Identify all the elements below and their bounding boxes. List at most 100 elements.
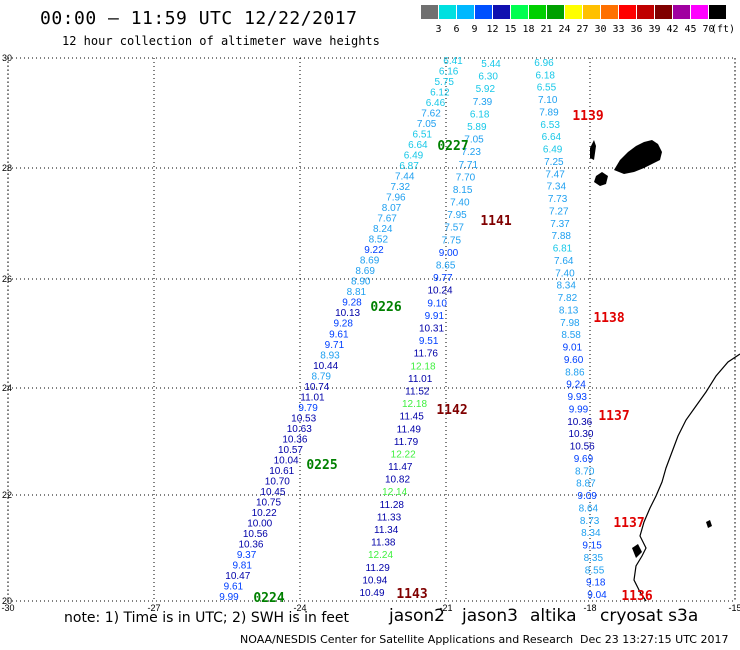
track-c-wave-height: 6.81 [553, 244, 573, 255]
track-a-wave-height: 10.75 [256, 497, 281, 508]
track-a-wave-height: 10.63 [287, 424, 312, 435]
track-a-wave-height: 6.41 [443, 56, 463, 67]
track-a-wave-height: 9.22 [364, 245, 384, 256]
track-c-wave-height: 7.88 [552, 231, 572, 242]
track-b-wave-height: 10.82 [385, 475, 410, 486]
scale-swatch [475, 5, 492, 19]
track-a-wave-height: 10.56 [243, 529, 268, 540]
track-b-wave-height: 10.49 [359, 588, 384, 599]
track-a-wave-height: 5.75 [434, 77, 454, 88]
scale-swatch [421, 5, 438, 19]
track-b-wave-height: 12.14 [382, 487, 407, 498]
track-a-wave-height: 7.44 [395, 172, 415, 183]
track-c-wave-height: 9.60 [564, 355, 584, 366]
scale-label: 39 [648, 24, 661, 35]
la-palma-island [590, 140, 596, 160]
track-c-wave-height: 8.64 [579, 503, 599, 514]
track-b-wave-height: 11.49 [397, 424, 422, 435]
track-a-wave-height: 10.00 [247, 518, 272, 529]
satellite-legend-cryosat-s3a: cryosat s3a [600, 606, 699, 626]
track-c-wave-height: 9.24 [566, 380, 586, 391]
pass-time-label: 1138 [593, 311, 624, 326]
track-c-wave-height: 6.96 [534, 58, 554, 69]
track-b-wave-height: 5.44 [481, 59, 501, 70]
credit-text: NOAA/NESDIS Center for Satellite Applica… [240, 633, 574, 646]
track-c-wave-height: 7.27 [549, 206, 569, 217]
track-a-wave-height: 8.90 [351, 277, 371, 288]
track-a-wave-height: 10.61 [269, 466, 294, 477]
track-b-wave-height: 9.91 [425, 311, 445, 322]
track-b-wave-height: 7.70 [456, 172, 476, 183]
track-c-wave-height: 6.49 [543, 145, 563, 156]
scale-label: 18 [522, 24, 535, 35]
scale-swatch [565, 5, 582, 19]
land-coastlines [590, 140, 740, 602]
scale-unit: (ft) [711, 24, 736, 35]
pass-time-label: 0227 [437, 139, 468, 154]
track-a-wave-height: 10.45 [260, 487, 285, 498]
track-a-wave-height: 10.13 [335, 308, 360, 319]
track-b-wave-height: 12.22 [391, 449, 416, 460]
track-c-wave-height: 9.09 [577, 491, 597, 502]
track-c-wave-height: 9.18 [586, 578, 606, 589]
tenerife-island [614, 140, 662, 174]
track-c-wave-height: 6.64 [542, 132, 562, 143]
pass-time-label: 1136 [621, 589, 652, 604]
track-b-wave-height: 6.18 [470, 109, 490, 120]
track-c-wave-height: 8.34 [556, 281, 576, 292]
track-b-wave-height: 7.23 [461, 147, 481, 158]
track-b-wave-height: 11.38 [371, 538, 396, 549]
track-a-wave-height: 9.61 [224, 581, 244, 592]
track-c-wave-height: 8.13 [559, 305, 579, 316]
track-c-wave-height: 7.98 [560, 318, 580, 329]
track-c-wave-height: 7.47 [545, 169, 565, 180]
track-a-wave-height: 7.32 [391, 182, 411, 193]
map-subtitle: 12 hour collection of altimeter wave hei… [62, 34, 380, 48]
track-a-wave-height: 7.62 [421, 109, 441, 120]
track-b-wave-height: 12.18 [410, 361, 435, 372]
pass-time-labels: 1139 0227 1141 0226 1138 1142 1137 0225 1137 0224… [253, 109, 652, 606]
la-gomera-island [594, 172, 608, 186]
pass-time-label: 1141 [480, 214, 511, 229]
track-c-wave-height: 9.01 [563, 343, 583, 354]
track-c-wave-height: 7.64 [554, 256, 574, 267]
track-b-wave-height: 12.18 [402, 399, 427, 410]
pass-time-label: 1143 [396, 587, 427, 602]
pass-time-label: 1139 [572, 109, 603, 124]
track-a-wave-height: 6.64 [408, 140, 428, 151]
satellite-legend-jason3: jason3 [462, 606, 518, 626]
track-b-wave-height: 9.77 [433, 273, 453, 284]
track-a-wave-height: 7.05 [417, 119, 437, 130]
note-text: note: 1) Time is in UTC; 2) SWH is in fe… [64, 610, 350, 626]
track-c-wave-height: 7.10 [538, 95, 558, 106]
track-a-wave-height: 8.24 [373, 224, 393, 235]
longitude-label: -21 [439, 603, 452, 613]
track-a-wave-height: 8.07 [382, 203, 402, 214]
track-c-wave-height: 7.82 [558, 293, 578, 304]
track-b-wave-height: 10.94 [362, 575, 387, 586]
track-b-wave-height: 9.10 [427, 298, 447, 309]
scale-label: 3 [435, 24, 442, 35]
track-a-wave-height: 10.04 [274, 455, 299, 466]
scale-swatch [619, 5, 636, 19]
scale-label: 33 [612, 24, 625, 35]
track-b-wave-height: 11.45 [400, 412, 425, 423]
track-a-wave-height: 7.96 [386, 193, 406, 204]
track-a-wave-height: 10.36 [282, 434, 307, 445]
track-c-wave-height: 7.73 [548, 194, 568, 205]
generated-timestamp: Dec 23 13:27:15 UTC 2017 [580, 633, 729, 646]
scale-label: 15 [504, 24, 517, 35]
latitude-label: 24 [2, 383, 12, 393]
map-frame [7, 57, 736, 602]
track-a-wave-height: 9.99 [219, 592, 239, 603]
coastal-island [632, 544, 642, 558]
track-b-wave-height: 11.29 [366, 563, 391, 574]
track-a-wave-height: 8.79 [312, 371, 332, 382]
track-b-wave-height: 10.31 [419, 324, 444, 335]
pass-time-label: 1137 [598, 409, 629, 424]
track-c-wave-height: 8.87 [576, 479, 596, 490]
track-b-wave-height: 7.71 [459, 160, 479, 171]
track-b-wave-height: 11.52 [405, 386, 430, 397]
pass-time-label: 0225 [306, 458, 337, 473]
